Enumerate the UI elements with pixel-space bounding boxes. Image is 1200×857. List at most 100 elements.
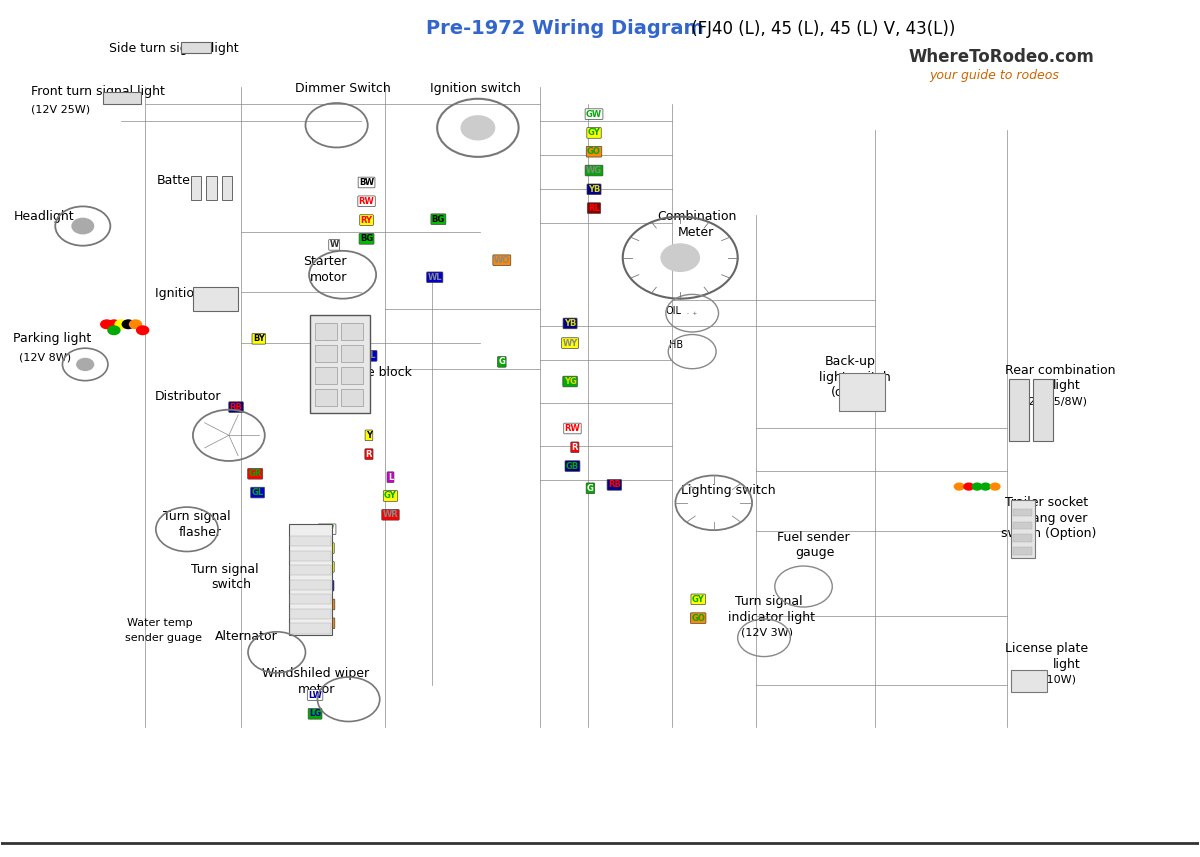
Text: Distributor: Distributor bbox=[155, 391, 221, 404]
Circle shape bbox=[115, 320, 127, 328]
Text: Turn signal: Turn signal bbox=[163, 510, 230, 523]
Text: GO: GO bbox=[691, 614, 706, 623]
Bar bbox=[342, 322, 362, 339]
Text: G: G bbox=[361, 333, 367, 342]
Text: WY: WY bbox=[563, 339, 577, 348]
Bar bbox=[193, 287, 239, 310]
Bar bbox=[1010, 670, 1046, 692]
Text: (12V 10W): (12V 10W) bbox=[1016, 674, 1075, 685]
Text: Fuse block: Fuse block bbox=[346, 367, 412, 380]
Text: R: R bbox=[571, 443, 578, 452]
Text: GB: GB bbox=[566, 462, 580, 470]
Text: switch: switch bbox=[211, 578, 251, 591]
Text: Turn signal: Turn signal bbox=[736, 596, 803, 608]
Text: BG: BG bbox=[432, 215, 445, 224]
Circle shape bbox=[101, 320, 113, 328]
Text: chang over: chang over bbox=[1016, 512, 1087, 524]
Text: GO: GO bbox=[320, 600, 334, 609]
Circle shape bbox=[130, 320, 142, 328]
Text: (12V 25/8W): (12V 25/8W) bbox=[1016, 396, 1087, 406]
Text: GY: GY bbox=[320, 543, 334, 553]
Bar bbox=[1013, 522, 1032, 530]
Text: light switch: light switch bbox=[820, 371, 890, 384]
Circle shape bbox=[122, 320, 134, 328]
Bar bbox=[290, 623, 331, 633]
Circle shape bbox=[972, 483, 982, 490]
Text: RL: RL bbox=[588, 204, 600, 213]
Text: Meter: Meter bbox=[678, 225, 714, 238]
Bar bbox=[1010, 500, 1034, 559]
Text: Combination: Combination bbox=[658, 210, 737, 223]
Text: Ignition coil: Ignition coil bbox=[155, 287, 227, 300]
Text: Parking light: Parking light bbox=[13, 333, 91, 345]
Bar bbox=[289, 524, 332, 635]
Bar bbox=[290, 536, 331, 547]
Text: RW: RW bbox=[359, 197, 374, 206]
Text: (12V 8W): (12V 8W) bbox=[19, 352, 72, 363]
Text: WL: WL bbox=[361, 351, 376, 361]
Text: GW: GW bbox=[319, 524, 335, 534]
Bar bbox=[222, 176, 233, 200]
Text: (12V 25W): (12V 25W) bbox=[31, 105, 90, 115]
Bar bbox=[342, 367, 362, 384]
Bar bbox=[290, 608, 331, 619]
Bar bbox=[1009, 379, 1028, 441]
Circle shape bbox=[964, 483, 973, 490]
Text: R: R bbox=[366, 450, 372, 458]
Text: WhereToRodeo.com: WhereToRodeo.com bbox=[908, 48, 1094, 66]
Text: 115A: 115A bbox=[324, 327, 330, 340]
Text: Trailer socket: Trailer socket bbox=[1004, 496, 1087, 509]
Text: motor: motor bbox=[299, 682, 336, 696]
Text: Starter: Starter bbox=[304, 255, 347, 268]
Text: WG: WG bbox=[586, 166, 602, 175]
Text: (option): (option) bbox=[832, 387, 880, 399]
Text: RW: RW bbox=[564, 424, 581, 433]
Text: switch (Option): switch (Option) bbox=[1001, 527, 1097, 540]
Text: your guide to rodeos: your guide to rodeos bbox=[929, 69, 1060, 82]
Text: GY: GY bbox=[588, 129, 600, 137]
Bar bbox=[181, 42, 211, 52]
Text: Ignition switch: Ignition switch bbox=[430, 82, 521, 95]
Text: GW: GW bbox=[586, 110, 602, 118]
Text: Water temp: Water temp bbox=[127, 618, 193, 628]
Text: -  +: - + bbox=[688, 311, 697, 315]
Bar bbox=[316, 322, 337, 339]
Text: RB: RB bbox=[608, 481, 620, 489]
Bar bbox=[316, 389, 337, 406]
Text: GL: GL bbox=[320, 581, 334, 590]
Text: gauge: gauge bbox=[796, 546, 834, 559]
Bar bbox=[290, 594, 331, 604]
Text: (12V 3W): (12V 3W) bbox=[742, 627, 793, 638]
Text: Windshiled wiper: Windshiled wiper bbox=[263, 667, 370, 680]
Circle shape bbox=[77, 358, 94, 370]
Circle shape bbox=[108, 326, 120, 334]
Bar bbox=[1013, 535, 1032, 542]
Bar bbox=[342, 389, 362, 406]
Bar bbox=[1013, 548, 1032, 555]
Text: RY: RY bbox=[360, 216, 372, 225]
Bar bbox=[316, 345, 337, 362]
Text: flasher: flasher bbox=[179, 526, 222, 539]
Text: G: G bbox=[498, 357, 505, 367]
Text: GY: GY bbox=[384, 491, 397, 500]
Circle shape bbox=[954, 483, 964, 490]
Text: GY: GY bbox=[320, 562, 334, 572]
Text: 15A: 15A bbox=[324, 374, 330, 383]
Text: WL: WL bbox=[427, 273, 442, 282]
Bar bbox=[290, 565, 331, 575]
Text: Alternator: Alternator bbox=[215, 630, 277, 643]
Text: WO: WO bbox=[493, 255, 510, 265]
Text: LW: LW bbox=[308, 691, 322, 699]
Text: GO: GO bbox=[587, 147, 601, 156]
Text: Dimmer Switch: Dimmer Switch bbox=[295, 82, 390, 95]
Text: BY: BY bbox=[253, 334, 265, 344]
Text: BG: BG bbox=[360, 234, 373, 243]
Text: Front turn signal light: Front turn signal light bbox=[31, 85, 166, 98]
Text: sender guage: sender guage bbox=[125, 632, 202, 643]
Text: L: L bbox=[388, 473, 394, 482]
Bar bbox=[311, 315, 370, 413]
Bar bbox=[1013, 509, 1032, 517]
Circle shape bbox=[72, 219, 94, 234]
Text: Back-up: Back-up bbox=[826, 356, 876, 369]
Text: indicator light: indicator light bbox=[728, 611, 815, 624]
